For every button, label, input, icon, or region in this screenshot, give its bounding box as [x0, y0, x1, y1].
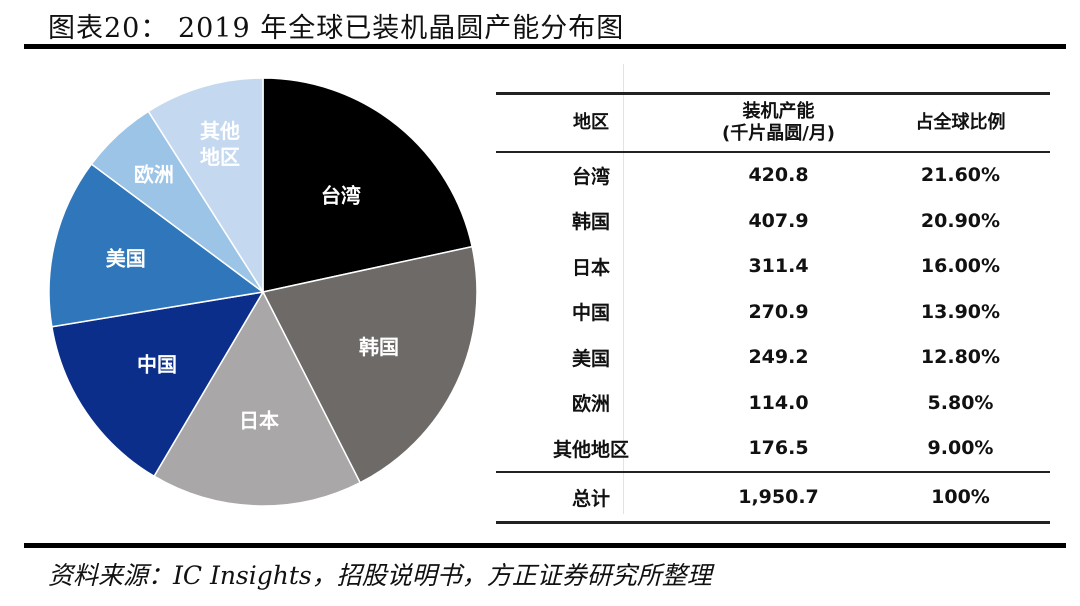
- cell-capacity: 249.2: [748, 346, 809, 369]
- cell-region: 台湾: [571, 165, 610, 188]
- table-header-row: 地区 装机产能 (千片晶圆/月) 占全球比例: [496, 93, 1050, 152]
- cell-share: 21.60%: [920, 164, 1001, 187]
- table-row: 美国 249.2 12.80%: [496, 335, 1050, 381]
- table-row: 欧洲 114.0 5.80%: [496, 380, 1050, 426]
- cell-total-label: 总计: [571, 487, 610, 510]
- cell-share: 5.80%: [927, 391, 994, 414]
- slice-label: 中国: [137, 353, 177, 377]
- source-note: 资料来源：IC Insights，招股说明书，方正证券研究所整理: [48, 561, 712, 590]
- slice-label: 台湾: [321, 183, 361, 207]
- slice-label: 美国: [106, 247, 146, 271]
- cell-region: 美国: [571, 347, 610, 370]
- top-rule: [24, 44, 1066, 49]
- cell-share: 12.80%: [920, 346, 1001, 369]
- cell-total-share: 100%: [931, 486, 990, 508]
- cell-region: 其他地区: [552, 438, 629, 461]
- slice-label: 韩国: [359, 335, 399, 359]
- cell-total-capacity: 1,950.7: [738, 486, 819, 508]
- divider-line: [623, 64, 624, 514]
- cell-capacity: 420.8: [748, 164, 809, 187]
- table-row: 台湾 420.8 21.60%: [496, 152, 1050, 199]
- cell-region: 韩国: [571, 211, 610, 234]
- pie-slice: [50, 290, 265, 478]
- header-region: 地区: [573, 111, 609, 133]
- header-capacity-line2: (千片晶圆/月): [721, 122, 836, 144]
- pie-slice: [261, 245, 478, 484]
- table-row: 其他地区 176.5 9.00%: [496, 426, 1050, 473]
- pie-slice: [147, 77, 264, 295]
- table-row: 日本 311.4 16.00%: [496, 244, 1050, 290]
- capacity-table: 地区 装机产能 (千片晶圆/月) 占全球比例 台湾 420.8 21.60% 韩…: [496, 92, 1050, 524]
- cell-share: 13.90%: [920, 300, 1001, 323]
- pie-slice: [48, 163, 265, 328]
- cell-capacity: 407.9: [748, 209, 809, 232]
- cell-share: 20.90%: [920, 209, 1001, 232]
- table-row: 韩国 407.9 20.90%: [496, 198, 1050, 244]
- header-capacity-line1: 装机产能: [742, 100, 815, 122]
- table-row: 中国 270.9 13.90%: [496, 289, 1050, 335]
- cell-region: 日本: [571, 256, 610, 279]
- cell-capacity: 114.0: [748, 391, 809, 414]
- cell-region: 欧洲: [571, 393, 610, 416]
- table-total-row: 总计 1,950.7 100%: [496, 472, 1050, 523]
- cell-region: 中国: [571, 302, 610, 325]
- pie-slice: [262, 77, 474, 293]
- pie-slice: [153, 290, 362, 507]
- header-capacity: 装机产能 (千片晶圆/月): [686, 94, 871, 152]
- cell-share: 9.00%: [927, 437, 994, 460]
- header-share: 占全球比例: [915, 111, 1006, 133]
- cell-share: 16.00%: [920, 255, 1001, 278]
- figure-title: 图表20： 2019 年全球已装机晶圆产能分布图: [48, 13, 625, 44]
- cell-capacity: 176.5: [748, 437, 809, 460]
- bottom-rule: [24, 543, 1066, 548]
- slice-label: 欧洲: [134, 162, 174, 186]
- cell-capacity: 270.9: [748, 300, 809, 323]
- slice-label: 其他地区: [200, 119, 240, 169]
- cell-capacity: 311.4: [748, 255, 809, 278]
- slice-label: 日本: [239, 408, 279, 432]
